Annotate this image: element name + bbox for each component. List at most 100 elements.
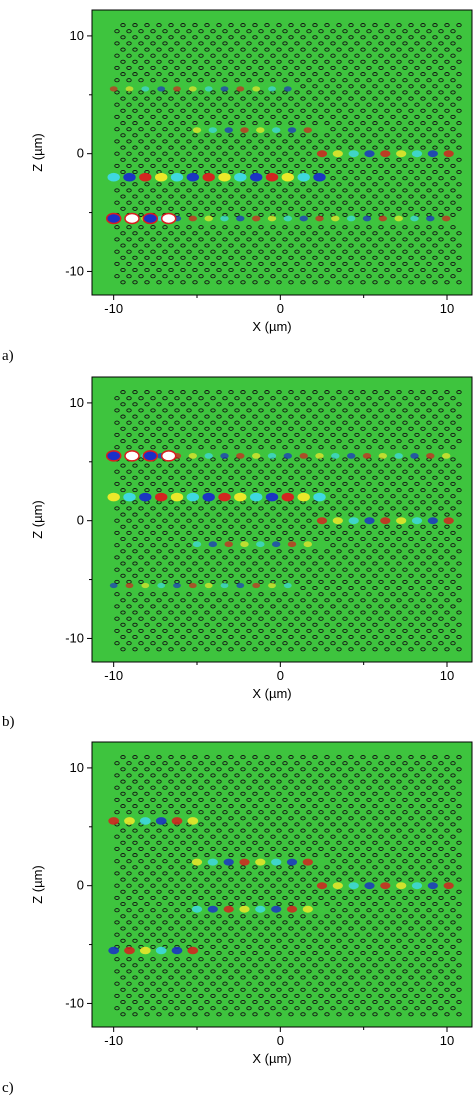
field-pattern: [105, 450, 454, 589]
x-tick-label: 10: [440, 1033, 454, 1048]
plot-area: [105, 390, 462, 652]
field-blob: [155, 492, 168, 502]
y-tick-label: 10: [70, 760, 84, 775]
field-blob: [188, 582, 197, 589]
panel-label: c): [2, 1080, 14, 1096]
x-tick-label: 0: [277, 1033, 284, 1048]
field-blob: [297, 172, 310, 182]
field-blob: [204, 86, 213, 92]
field-blob: [347, 453, 356, 459]
field-blob: [191, 858, 203, 866]
field-blob: [348, 150, 359, 158]
field-blob: [250, 492, 263, 502]
field-blob: [171, 817, 183, 825]
field-blob: [426, 453, 435, 459]
field-blob: [107, 492, 120, 502]
field-blob: [155, 946, 167, 955]
hot-spot-blob: [124, 212, 140, 225]
field-blob: [265, 492, 279, 502]
field-blob: [443, 882, 454, 890]
field-blob: [236, 582, 245, 589]
field-blob: [252, 582, 261, 589]
field-blob: [283, 215, 292, 222]
field-blob: [139, 492, 152, 502]
field-blob: [380, 150, 391, 158]
field-blob: [109, 86, 118, 92]
field-blob: [378, 215, 387, 222]
x-axis-label: X (µm): [252, 686, 291, 701]
field-blob: [396, 150, 407, 158]
field-blob: [170, 492, 184, 502]
field-blob: [252, 215, 261, 222]
plot-background: [92, 377, 472, 662]
field-blob: [427, 517, 438, 525]
field-blob: [208, 127, 217, 133]
field-blob: [303, 127, 312, 133]
field-blob: [141, 86, 150, 92]
field-blob: [331, 215, 340, 222]
field-blob: [204, 215, 213, 222]
hot-spot-blob: [105, 212, 122, 225]
field-blob: [313, 492, 326, 502]
field-blob: [267, 453, 277, 459]
field-blob: [155, 172, 168, 182]
field-blob: [271, 905, 282, 913]
field-blob: [332, 882, 343, 890]
plot-frame: [91, 741, 473, 1028]
x-tick-label: -10: [104, 668, 123, 683]
field-blob: [347, 215, 356, 222]
y-axis-label: Z (µm): [30, 865, 45, 904]
field-blob: [396, 882, 407, 890]
field-blob: [223, 858, 234, 866]
field-blob: [207, 905, 218, 913]
field-blob: [316, 517, 328, 525]
field-blob: [331, 453, 340, 459]
field-blob: [186, 492, 199, 502]
panel-label: b): [2, 714, 15, 730]
field-blob: [283, 86, 292, 92]
y-tick-label: 10: [70, 28, 84, 43]
panel-label: a): [2, 348, 14, 364]
x-tick-label: 0: [277, 301, 284, 316]
field-blob: [299, 215, 308, 222]
field-blob: [283, 582, 292, 589]
field-blob: [170, 172, 184, 182]
x-tick-label: -10: [104, 1033, 123, 1048]
field-blob: [364, 882, 375, 890]
field-blob: [202, 172, 215, 182]
field-blob: [256, 541, 265, 548]
field-blob: [123, 172, 136, 182]
y-axis-label: Z (µm): [30, 500, 45, 539]
plot-frame: [91, 9, 473, 296]
field-blob: [188, 86, 197, 92]
field-blob: [443, 517, 454, 525]
x-axis-label: X (µm): [252, 1051, 291, 1066]
plot-area: [108, 755, 462, 1017]
field-blob: [191, 905, 203, 913]
field-blob: [302, 858, 313, 866]
field-blob: [299, 453, 308, 459]
field-blob: [380, 517, 391, 525]
field-blob: [332, 150, 343, 158]
field-blob: [286, 858, 298, 866]
field-blob: [234, 172, 247, 182]
field-blob: [171, 946, 183, 955]
field-blob: [348, 517, 359, 525]
hole-lattice: [114, 755, 462, 1017]
field-blob: [186, 172, 199, 182]
field-blob: [139, 946, 151, 955]
field-blob: [427, 150, 438, 158]
field-blob: [125, 86, 134, 92]
field-blob: [315, 453, 324, 459]
field-blob: [442, 215, 451, 222]
field-blob: [362, 215, 372, 222]
plot-background: [92, 742, 472, 1027]
field-blob: [313, 172, 326, 182]
field-blob: [109, 582, 118, 589]
field-blob: [155, 817, 167, 825]
field-blob: [108, 817, 120, 825]
field-blob: [173, 86, 181, 92]
field-blob: [256, 127, 265, 133]
field-blob: [208, 541, 217, 548]
